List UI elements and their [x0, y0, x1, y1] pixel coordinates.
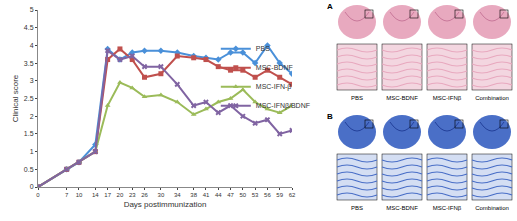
svg-text:0.5: 0.5	[24, 166, 34, 173]
svg-text:26: 26	[141, 192, 148, 198]
svg-text:23: 23	[129, 192, 136, 198]
svg-text:30: 30	[158, 192, 165, 198]
svg-text:14: 14	[92, 192, 99, 198]
svg-text:10: 10	[76, 192, 83, 198]
svg-text:1: 1	[30, 148, 34, 155]
svg-text:62: 62	[289, 192, 296, 198]
svg-text:MSC-IFNβ: MSC-IFNβ	[433, 95, 462, 101]
svg-text:5: 5	[30, 6, 34, 13]
svg-text:50: 50	[239, 192, 246, 198]
svg-text:2.5: 2.5	[24, 95, 34, 102]
svg-text:MSC-IFNβ: MSC-IFNβ	[433, 205, 462, 211]
svg-text:47: 47	[227, 192, 234, 198]
svg-text:PBS: PBS	[351, 95, 363, 101]
svg-text:2: 2	[30, 113, 34, 120]
svg-text:56: 56	[264, 192, 271, 198]
svg-text:7: 7	[65, 192, 69, 198]
svg-text:3.5: 3.5	[24, 60, 34, 67]
svg-text:38: 38	[190, 192, 197, 198]
svg-text:0: 0	[36, 192, 40, 198]
svg-text:MSC-BDNF: MSC-BDNF	[386, 95, 418, 101]
svg-text:Clinical score: Clinical score	[11, 74, 20, 122]
svg-text:MSC-IFN-β: MSC-IFN-β	[256, 83, 292, 91]
svg-text:4.5: 4.5	[24, 24, 34, 31]
svg-text:Combination: Combination	[475, 95, 509, 101]
svg-text:3: 3	[30, 77, 34, 84]
svg-text:1.5: 1.5	[24, 130, 34, 137]
svg-text:44: 44	[215, 192, 222, 198]
svg-text:20: 20	[117, 192, 124, 198]
svg-text:PBS: PBS	[351, 205, 363, 211]
svg-text:41: 41	[203, 192, 210, 198]
svg-text:59: 59	[276, 192, 283, 198]
svg-text:PBS: PBS	[256, 45, 270, 52]
svg-text:53: 53	[252, 192, 259, 198]
svg-text:17: 17	[104, 192, 111, 198]
svg-text:MSC-IFNβ/BDNF: MSC-IFNβ/BDNF	[256, 102, 310, 110]
svg-text:MSC-BDNF: MSC-BDNF	[256, 64, 293, 71]
svg-text:34: 34	[174, 192, 181, 198]
svg-text:4: 4	[30, 42, 34, 49]
svg-text:Combination: Combination	[475, 205, 509, 211]
svg-text:A: A	[327, 2, 333, 11]
svg-text:B: B	[327, 112, 333, 121]
svg-text:MSC-BDNF: MSC-BDNF	[386, 205, 418, 211]
svg-text:0: 0	[30, 183, 34, 190]
svg-text:Days postimmunization: Days postimmunization	[124, 200, 207, 209]
